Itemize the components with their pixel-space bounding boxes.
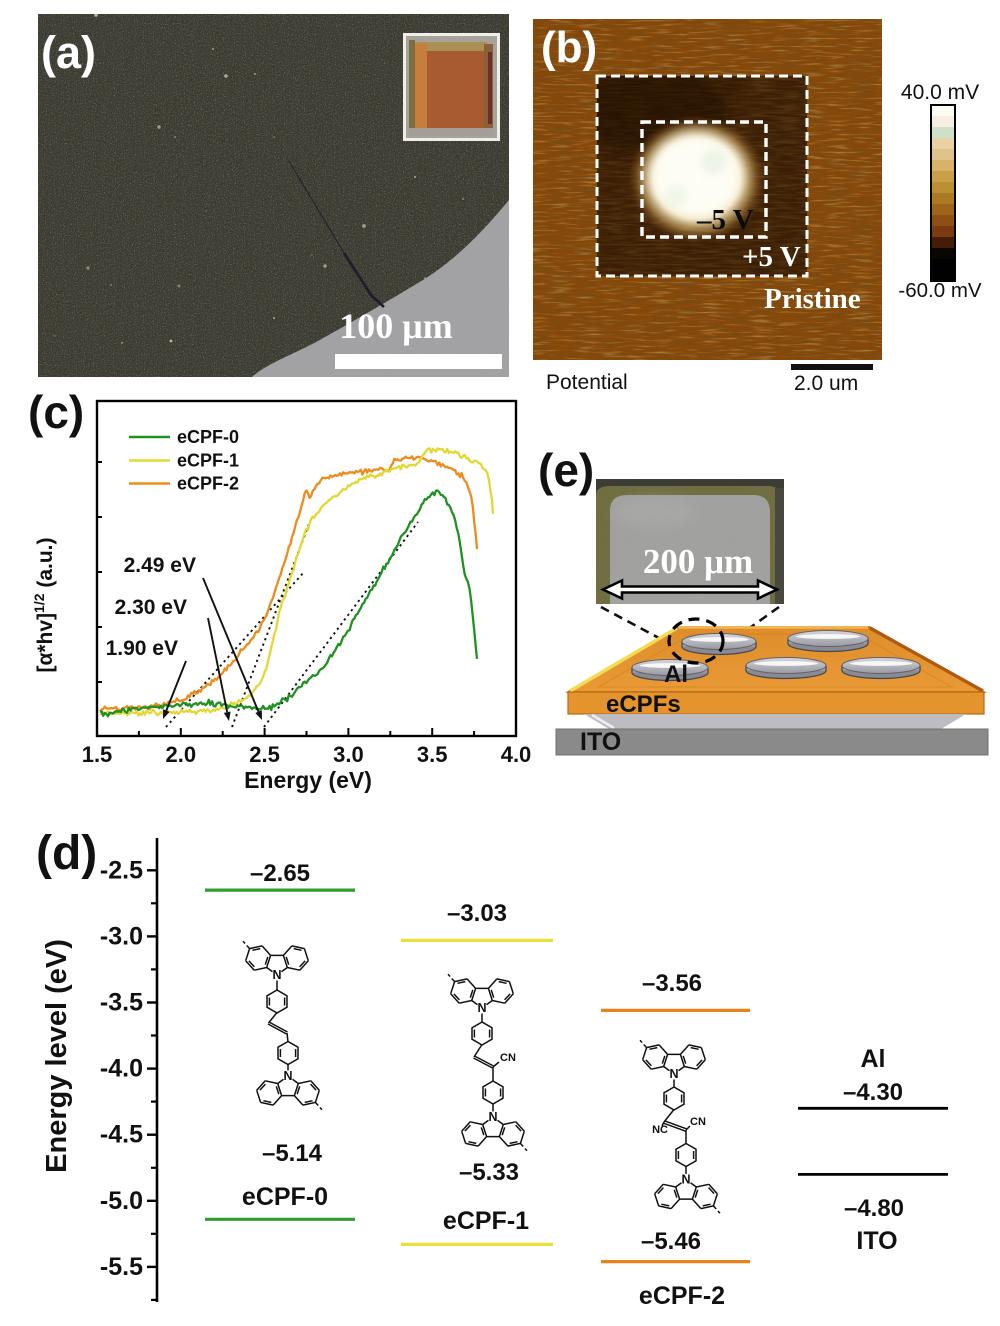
svg-text:eCPFs: eCPFs: [606, 691, 681, 718]
svg-text:-4.5: -4.5: [100, 1121, 143, 1149]
svg-text:2.0: 2.0: [166, 742, 197, 767]
svg-text:–3.03: –3.03: [447, 900, 507, 927]
svg-text:(c): (c): [28, 386, 84, 438]
svg-text:Energy (eV): Energy (eV): [244, 767, 372, 793]
svg-text:eCPF-0: eCPF-0: [177, 427, 239, 447]
svg-text:N: N: [669, 1067, 678, 1081]
svg-text:2.49 eV: 2.49 eV: [124, 554, 196, 577]
svg-text:CN: CN: [690, 1116, 706, 1128]
svg-text:100 μm: 100 μm: [339, 306, 452, 346]
svg-text:(b): (b): [541, 23, 597, 72]
svg-text:(e): (e): [538, 444, 594, 496]
svg-text:Al: Al: [664, 661, 688, 688]
svg-text:eCPF-1: eCPF-1: [443, 1207, 529, 1235]
svg-text:Pristine: Pristine: [764, 283, 861, 315]
svg-text:Potential: Potential: [546, 371, 628, 394]
svg-text:-5.5: -5.5: [100, 1253, 143, 1281]
svg-text:Energy level (eV): Energy level (eV): [41, 939, 73, 1173]
svg-text:1.90 eV: 1.90 eV: [106, 637, 178, 660]
svg-text:ITO: ITO: [580, 728, 621, 756]
svg-text:ITO: ITO: [856, 1227, 897, 1255]
svg-text:N: N: [272, 968, 281, 982]
svg-text:eCPF-1: eCPF-1: [177, 451, 239, 471]
svg-text:N: N: [488, 1110, 497, 1124]
svg-text:3.5: 3.5: [417, 742, 448, 767]
svg-text:[α*hv]1/2 (a.u.): [α*hv]1/2 (a.u.): [31, 537, 57, 672]
svg-text:–5.33: –5.33: [459, 1159, 519, 1186]
svg-text:(a): (a): [41, 27, 96, 78]
svg-text:+5 V: +5 V: [742, 241, 801, 273]
svg-text:–4.80: –4.80: [844, 1195, 904, 1222]
svg-text:40.0 mV: 40.0 mV: [901, 81, 979, 104]
svg-text:-4.0: -4.0: [100, 1055, 143, 1083]
svg-text:-3.0: -3.0: [100, 922, 143, 950]
svg-text:N: N: [283, 1069, 292, 1083]
svg-text:-60.0 mV: -60.0 mV: [898, 279, 981, 302]
svg-text:–5 V: –5 V: [696, 204, 754, 236]
svg-text:200 μm: 200 μm: [643, 542, 753, 581]
svg-text:-5.0: -5.0: [100, 1187, 143, 1215]
svg-text:eCPF-0: eCPF-0: [242, 1183, 328, 1211]
svg-text:CN: CN: [500, 1052, 516, 1064]
svg-text:2.0 um: 2.0 um: [794, 372, 858, 395]
svg-text:-3.5: -3.5: [100, 989, 143, 1017]
svg-text:–2.65: –2.65: [250, 860, 310, 887]
svg-text:eCPF-2: eCPF-2: [639, 1282, 725, 1310]
svg-text:–5.46: –5.46: [641, 1228, 701, 1255]
svg-text:1.5: 1.5: [82, 742, 113, 767]
svg-text:(d): (d): [36, 827, 97, 880]
svg-text:Al: Al: [861, 1045, 886, 1073]
svg-text:4.0: 4.0: [501, 742, 532, 767]
svg-text:N: N: [477, 1001, 486, 1015]
svg-text:–5.14: –5.14: [262, 1140, 323, 1167]
svg-text:eCPF-2: eCPF-2: [177, 474, 239, 494]
svg-text:2.5: 2.5: [249, 742, 280, 767]
svg-text:N: N: [681, 1173, 690, 1187]
svg-text:-2.5: -2.5: [100, 856, 143, 884]
svg-text:–4.30: –4.30: [843, 1079, 903, 1106]
svg-text:NC: NC: [652, 1124, 668, 1136]
svg-text:3.0: 3.0: [333, 742, 364, 767]
svg-text:2.30 eV: 2.30 eV: [115, 596, 187, 619]
svg-text:–3.56: –3.56: [642, 970, 702, 997]
